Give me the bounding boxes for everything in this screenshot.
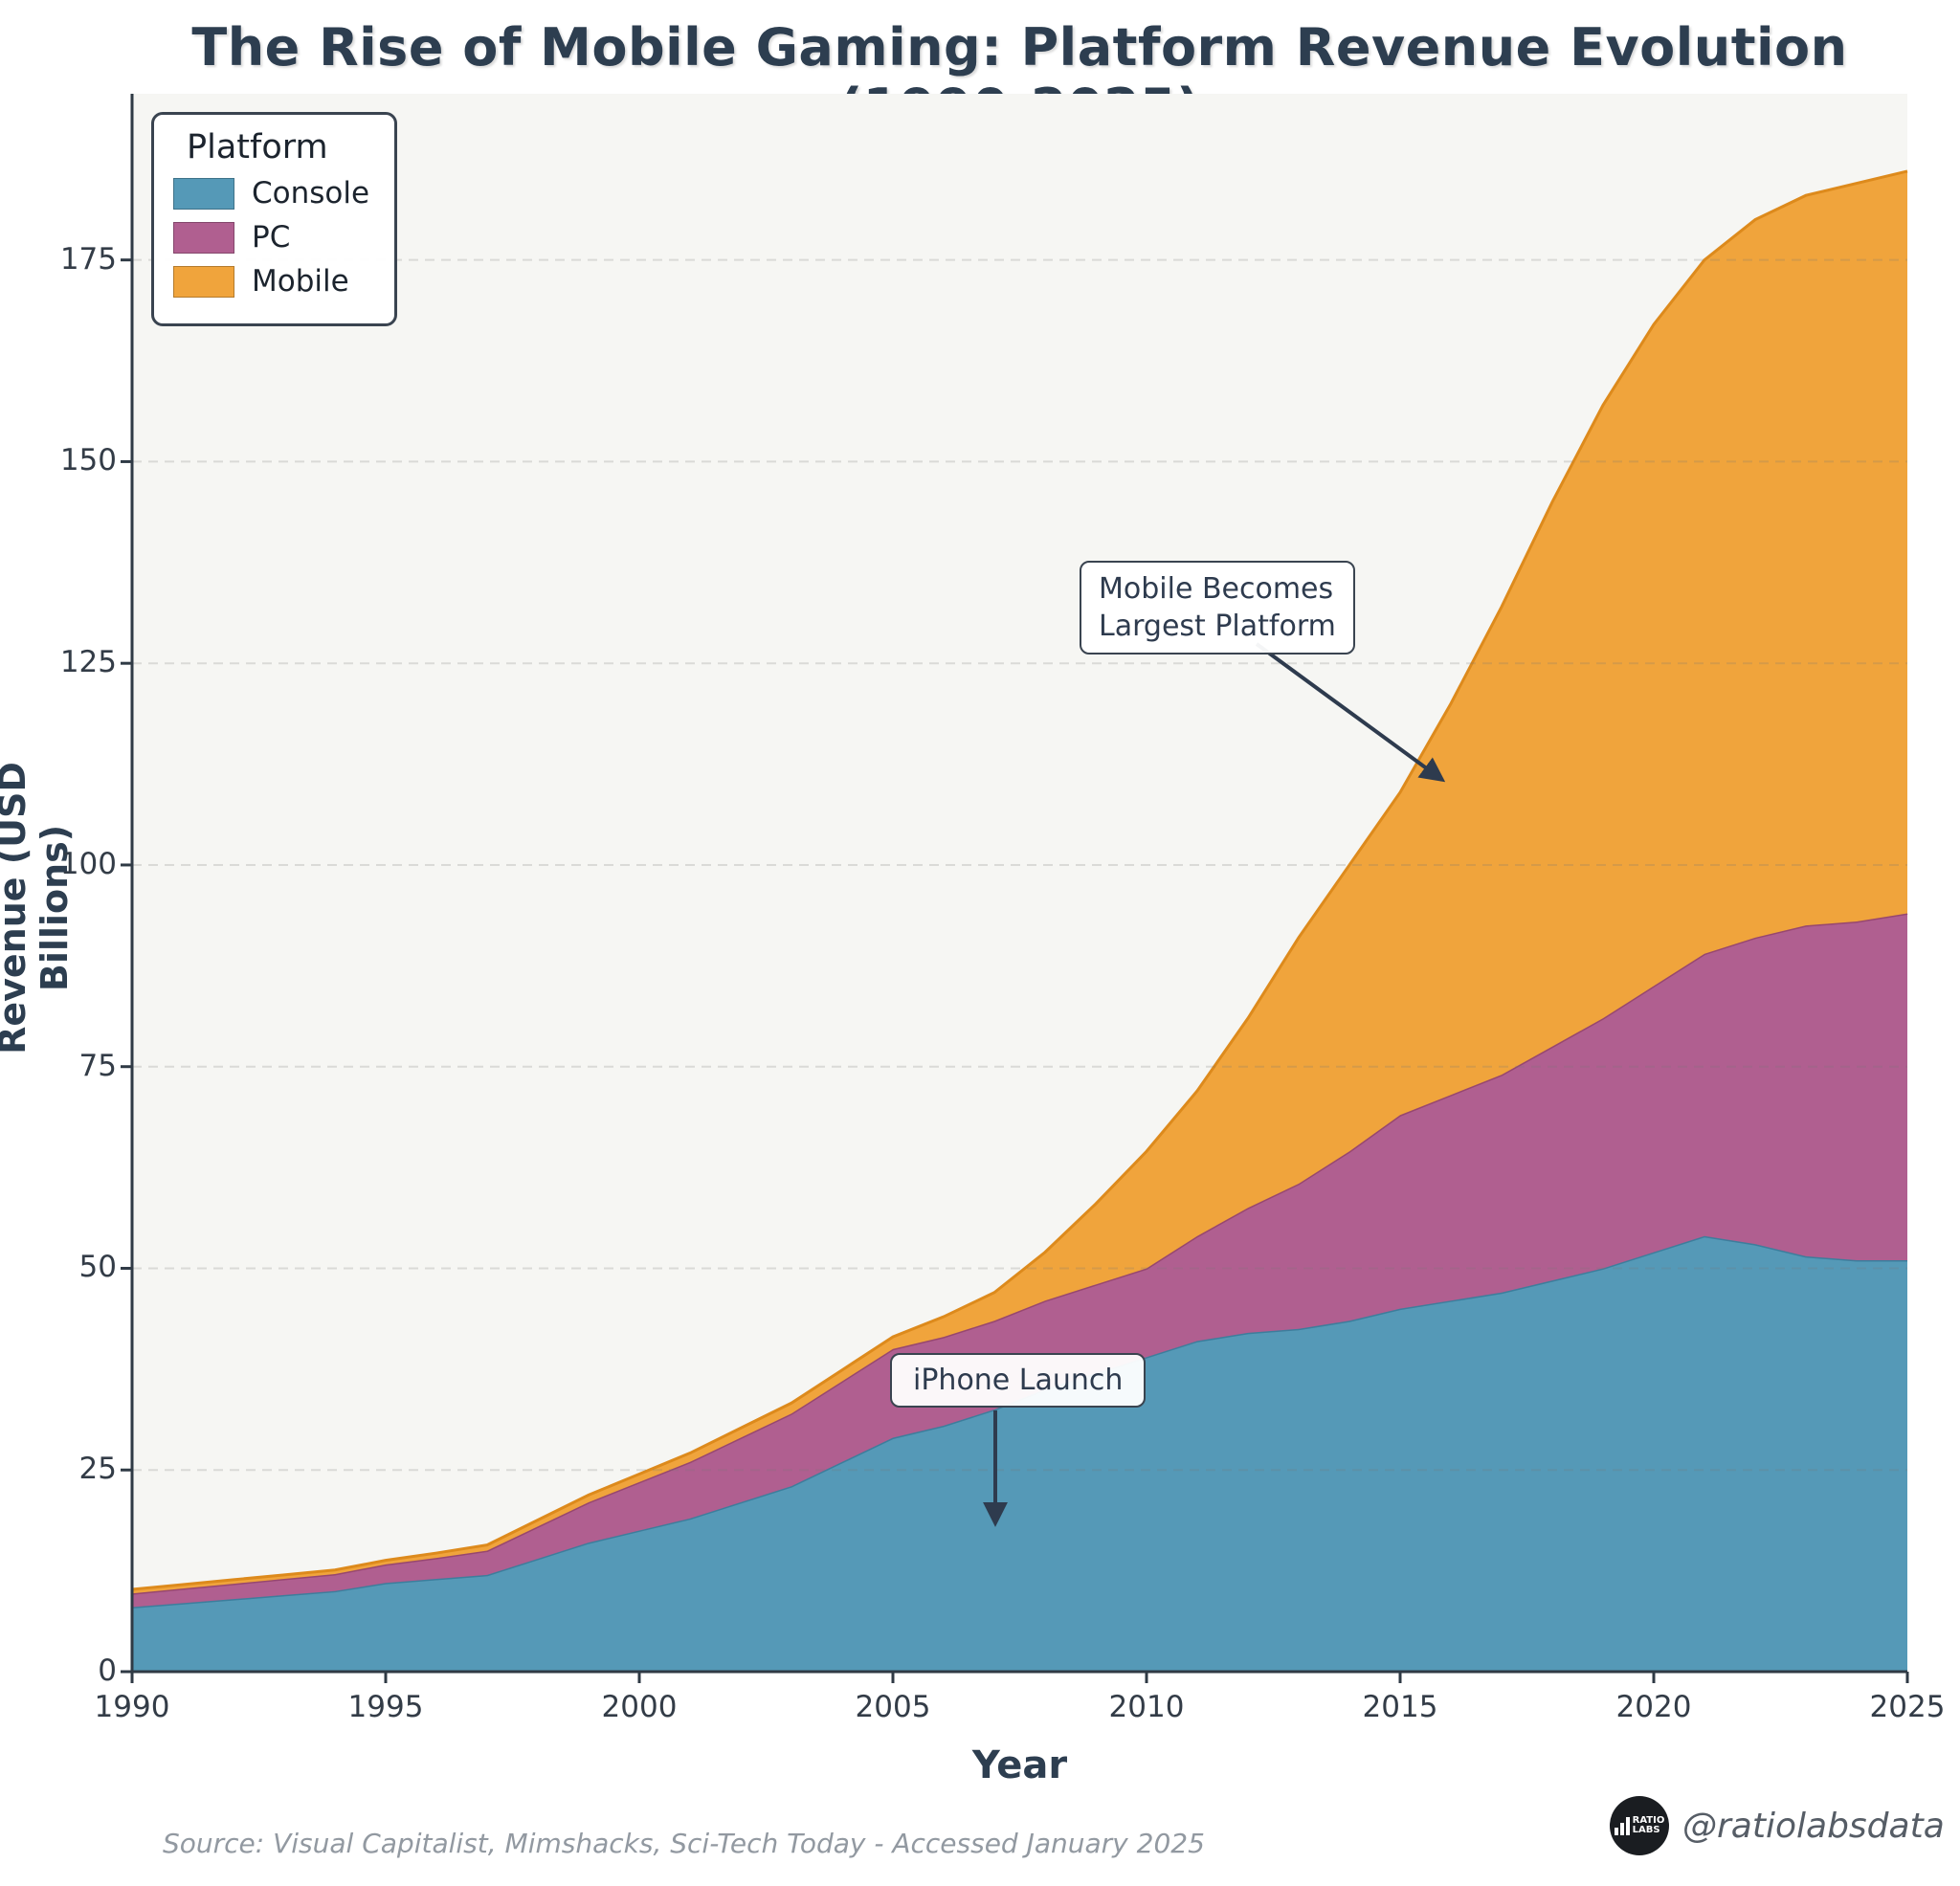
legend-title: Platform (187, 128, 328, 166)
legend-label-console: Console (252, 176, 370, 211)
area-mobile (132, 170, 1907, 1594)
x-tick-label: 2015 (1362, 1690, 1438, 1724)
pc-swatch-icon (173, 221, 234, 254)
area-pc (132, 913, 1907, 1608)
ratio-labs-logo-icon: RATIO LABS (1610, 1796, 1669, 1855)
y-tick-label: 25 (78, 1452, 117, 1487)
area-console (132, 1235, 1907, 1672)
annotation-arrow-mobile-becomes-largest (1255, 642, 1446, 783)
x-tick-label: 1990 (94, 1690, 170, 1724)
legend: Platform Console PC Mobile (151, 112, 398, 326)
brand-block: RATIO LABS @ratiolabsdata (1610, 1796, 1945, 1855)
legend-label-pc: PC (252, 220, 291, 255)
annotation-iphone-label: iPhone Launch (913, 1364, 1124, 1397)
y-tick-label: 150 (59, 443, 117, 478)
social-handle: @ratiolabsdata (1682, 1806, 1945, 1846)
x-tick-label: 2025 (1869, 1690, 1946, 1724)
annotation-iphone-launch: iPhone Launch (890, 1353, 1147, 1408)
legend-item-pc: PC (173, 220, 369, 255)
y-tick-label: 125 (59, 645, 117, 680)
y-tick-label: 75 (78, 1048, 117, 1083)
x-tick-label: 1995 (347, 1690, 424, 1724)
x-tick-label: 2010 (1108, 1690, 1185, 1724)
annotation-mobile-becomes-largest: Mobile Becomes Largest Platform (1080, 561, 1355, 655)
x-tick-label: 2020 (1615, 1690, 1692, 1724)
edge-mobile (131, 169, 1908, 1591)
y-tick-label: 50 (78, 1250, 117, 1285)
source-credit: Source: Visual Capitalist, Mimshacks, Sc… (163, 1828, 1205, 1859)
x-tick-label: 2005 (855, 1690, 931, 1724)
x-axis-label: Year (971, 1743, 1068, 1787)
bar-chart-icon (1614, 1816, 1630, 1835)
annotation-line-1: Mobile Becomes (1099, 572, 1334, 606)
legend-item-console: Console (173, 176, 369, 211)
y-tick-label: 175 (59, 241, 117, 277)
y-tick-label: 100 (59, 846, 117, 881)
annotation-line-2: Largest Platform (1099, 610, 1336, 643)
x-tick-label: 2000 (601, 1690, 678, 1724)
console-swatch-icon (173, 177, 234, 210)
y-tick-label: 0 (98, 1653, 117, 1688)
logo-text: RATIO LABS (1632, 1814, 1665, 1835)
mobile-swatch-icon (173, 265, 234, 298)
legend-label-mobile: Mobile (252, 264, 349, 299)
legend-item-mobile: Mobile (173, 264, 369, 299)
stacked-area-plot (121, 94, 1909, 1683)
